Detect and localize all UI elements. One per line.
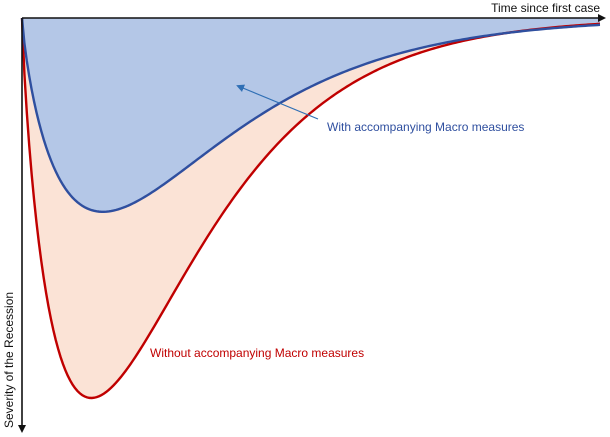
- line-with-macro-measures: [20, 17, 601, 213]
- x-axis-title: Time since first case: [491, 1, 600, 15]
- y-axis-title: Severity of the Recession: [2, 292, 16, 428]
- annotation-arrow-with-macro-measures: [236, 84, 319, 120]
- area-with-macro-measures: [22, 18, 600, 212]
- annotation-without-macro-measures: Without accompanying Macro measures: [150, 346, 364, 360]
- annotation-with-macro-measures: With accompanying Macro measures: [327, 120, 524, 134]
